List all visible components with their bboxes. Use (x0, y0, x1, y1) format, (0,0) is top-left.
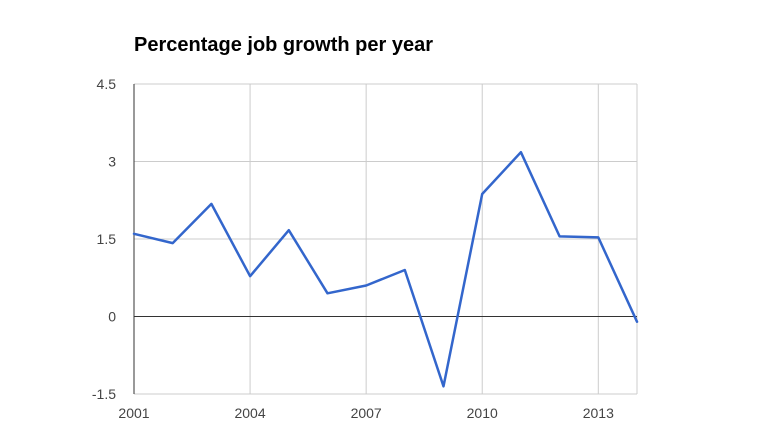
x-tick-label: 2007 (351, 405, 382, 421)
y-tick-label: 3 (108, 154, 116, 170)
data-point[interactable] (324, 290, 330, 296)
data-point[interactable] (557, 233, 563, 239)
data-point[interactable] (479, 191, 485, 197)
series-line (132, 150, 639, 388)
data-point[interactable] (634, 319, 640, 325)
data-point[interactable] (170, 240, 176, 246)
data-point[interactable] (441, 383, 447, 389)
y-tick-label: 1.5 (97, 231, 117, 247)
data-point[interactable] (363, 283, 369, 289)
data-point[interactable] (131, 231, 137, 237)
y-axis-ticks: 4.5 3 1.5 0 -1.5 (92, 76, 116, 402)
chart-title: Percentage job growth per year (134, 34, 433, 56)
x-tick-label: 2001 (118, 405, 149, 421)
data-point[interactable] (208, 201, 214, 207)
x-tick-label: 2004 (234, 405, 265, 421)
data-point[interactable] (595, 234, 601, 240)
y-tick-label: 0 (108, 309, 116, 325)
axes (133, 84, 637, 394)
series (131, 149, 640, 389)
x-axis-ticks: 2001 2004 2007 2010 2013 (118, 405, 614, 421)
y-tick-label: 4.5 (97, 76, 117, 92)
data-point[interactable] (286, 227, 292, 233)
x-tick-label: 2013 (583, 405, 614, 421)
x-tick-label: 2010 (467, 405, 498, 421)
data-point[interactable] (247, 273, 253, 279)
gridlines (134, 83, 638, 395)
data-point[interactable] (402, 267, 408, 273)
data-point[interactable] (518, 149, 524, 155)
y-tick-label: -1.5 (92, 386, 116, 402)
